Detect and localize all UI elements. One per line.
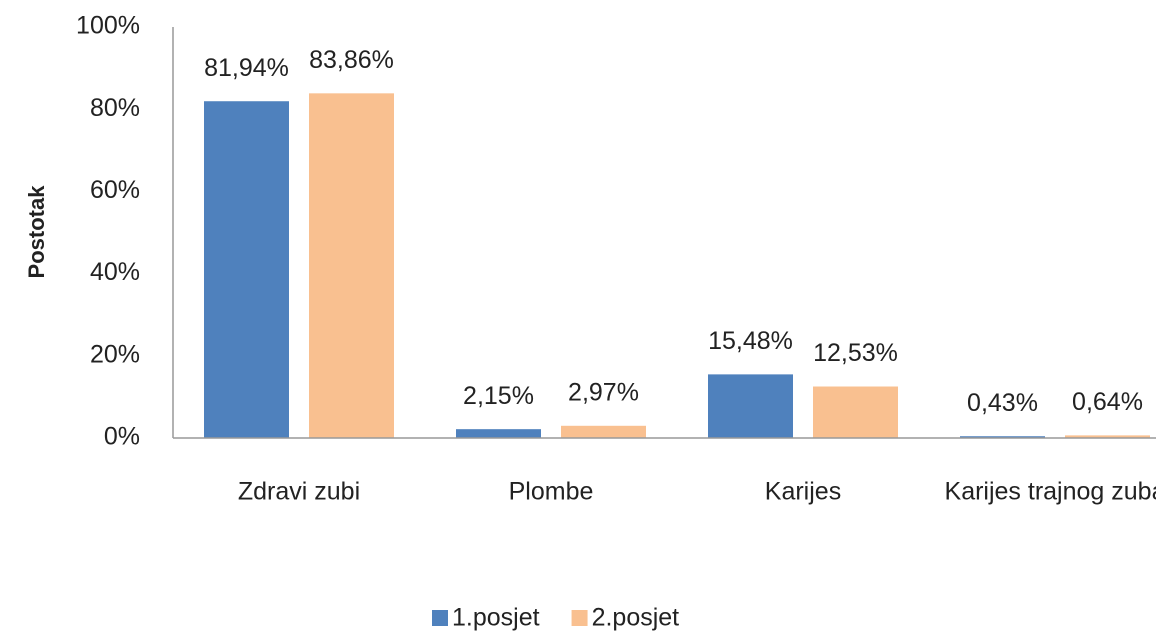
y-tick-label: 100% <box>76 12 140 40</box>
bar <box>1065 435 1150 438</box>
bar <box>708 374 793 438</box>
data-label: 81,94% <box>204 54 289 82</box>
legend-swatch <box>432 610 448 626</box>
data-label: 2,97% <box>568 378 639 406</box>
x-tick-label: Zdravi zubi <box>238 478 360 506</box>
bar <box>561 425 646 438</box>
bar <box>456 429 541 438</box>
data-label: 12,53% <box>813 339 898 367</box>
y-tick-label: 80% <box>90 94 140 122</box>
legend-swatch <box>571 610 588 626</box>
x-tick-label: Karijes trajnog zuba <box>945 478 1156 506</box>
legend-label: 1.posjet <box>452 604 540 632</box>
bar <box>813 386 898 438</box>
x-tick-label: Karijes <box>765 478 841 506</box>
bar <box>204 101 289 439</box>
data-label: 0,64% <box>1072 388 1143 416</box>
data-label: 2,15% <box>463 382 534 410</box>
legend-label: 2.posjet <box>592 604 680 632</box>
y-tick-label: 40% <box>90 258 140 286</box>
bar <box>960 436 1045 438</box>
y-tick-label: 20% <box>90 340 140 368</box>
x-tick-label: Plombe <box>509 478 594 506</box>
data-label: 0,43% <box>967 389 1038 417</box>
bar <box>309 93 394 439</box>
data-label: 15,48% <box>708 327 793 355</box>
data-label: 83,86% <box>309 46 394 74</box>
y-tick-label: 60% <box>90 176 140 204</box>
y-tick-label: 0% <box>104 423 140 451</box>
y-axis-label: Postotak <box>24 185 49 279</box>
